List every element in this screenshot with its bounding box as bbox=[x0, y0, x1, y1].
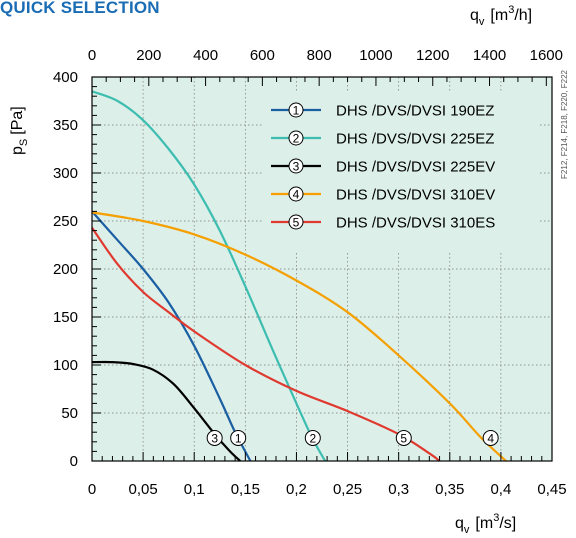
x2-tick-label: 400 bbox=[193, 47, 218, 64]
legend-label: DHS /DVS/DVSI 190EZ bbox=[336, 103, 494, 120]
x-tick-label: 0,45 bbox=[537, 481, 566, 498]
x2-tick-label: 1000 bbox=[359, 47, 392, 64]
series-marker-5 bbox=[395, 429, 412, 446]
x2-tick-label: 200 bbox=[136, 47, 161, 64]
legend: 1 DHS /DVS/DVSI 190EZ 2 DHS /DVS/DVSI 225EZ… bbox=[271, 102, 495, 232]
y-tick-label: 400 bbox=[53, 69, 78, 86]
x-tick-label: 0,2 bbox=[286, 481, 307, 498]
x2-tick-label: 600 bbox=[250, 47, 275, 64]
series-line-2 bbox=[91, 90, 327, 462]
y-tick-label: 200 bbox=[53, 261, 78, 278]
x-tick-label: 0,4 bbox=[490, 481, 511, 498]
y-tick-label: 300 bbox=[53, 165, 78, 182]
page-title: QUICK SELECTION bbox=[0, 0, 160, 17]
x-tick-label: 0,05 bbox=[129, 481, 158, 498]
series-marker-4 bbox=[482, 429, 499, 446]
series-marker-2 bbox=[304, 429, 321, 446]
series-markers: 1 2 3 4 5 bbox=[206, 429, 499, 446]
legend-marker-label: 5 bbox=[293, 216, 300, 230]
legend-marker bbox=[288, 158, 304, 174]
x-tick-label: 0,35 bbox=[435, 481, 464, 498]
legend-marker bbox=[288, 214, 304, 230]
legend-label: DHS /DVS/DVSI 225EV bbox=[336, 159, 495, 176]
x-tick-label: 0,15 bbox=[231, 481, 260, 498]
y-tick-label: 0 bbox=[70, 453, 78, 470]
series-marker-3 bbox=[206, 429, 223, 446]
x-tick-label: 0,25 bbox=[333, 481, 362, 498]
legend-marker bbox=[288, 186, 304, 202]
series-marker-label: 4 bbox=[487, 431, 494, 445]
x-tick-label: 0,1 bbox=[184, 481, 205, 498]
series-line-4 bbox=[91, 211, 507, 462]
x-tick-label: 0,3 bbox=[388, 481, 409, 498]
y-tick-label: 250 bbox=[53, 213, 78, 230]
x2-tick-label: 1400 bbox=[473, 47, 506, 64]
legend-marker-label: 2 bbox=[293, 132, 300, 146]
legend-label: DHS /DVS/DVSI 310ES bbox=[336, 215, 495, 232]
x-tick-label: 0 bbox=[88, 481, 96, 498]
legend-marker-label: 1 bbox=[293, 104, 300, 118]
axis-ticks bbox=[91, 76, 553, 462]
series-line-3 bbox=[91, 360, 241, 462]
series-marker-label: 5 bbox=[400, 431, 407, 445]
y-tick-label: 150 bbox=[53, 309, 78, 326]
legend-marker-label: 3 bbox=[293, 160, 300, 174]
x2-tick-label: 1600 bbox=[530, 47, 563, 64]
y-tick-label: 50 bbox=[61, 405, 78, 422]
legend-background bbox=[262, 93, 540, 253]
legend-marker bbox=[288, 130, 304, 146]
series-marker-1 bbox=[230, 429, 247, 446]
y-axis-label: pS[Pa] bbox=[9, 106, 30, 155]
legend-marker-label: 4 bbox=[293, 188, 300, 202]
y-tick-label: 100 bbox=[53, 357, 78, 374]
y-tick-label: 350 bbox=[53, 117, 78, 134]
series-marker-label: 2 bbox=[309, 431, 316, 445]
x2-axis-label: qv [m3/h] bbox=[470, 4, 532, 28]
x2-tick-label: 0 bbox=[88, 47, 96, 64]
legend-marker bbox=[288, 102, 304, 118]
legend-label: DHS /DVS/DVSI 310EV bbox=[336, 187, 495, 204]
tick-labels: 0 0,05 0,1 0,15 0,2 0,25 0,3 0,35 0,4 0,450501001… bbox=[53, 47, 567, 498]
x2-tick-label: 800 bbox=[307, 47, 332, 64]
x-axis-label: qv [m3/s] bbox=[455, 512, 516, 536]
legend-label: DHS /DVS/DVSI 225EZ bbox=[336, 131, 494, 148]
series-marker-label: 3 bbox=[211, 431, 218, 445]
series-marker-label: 1 bbox=[235, 431, 242, 445]
x2-tick-label: 1200 bbox=[416, 47, 449, 64]
